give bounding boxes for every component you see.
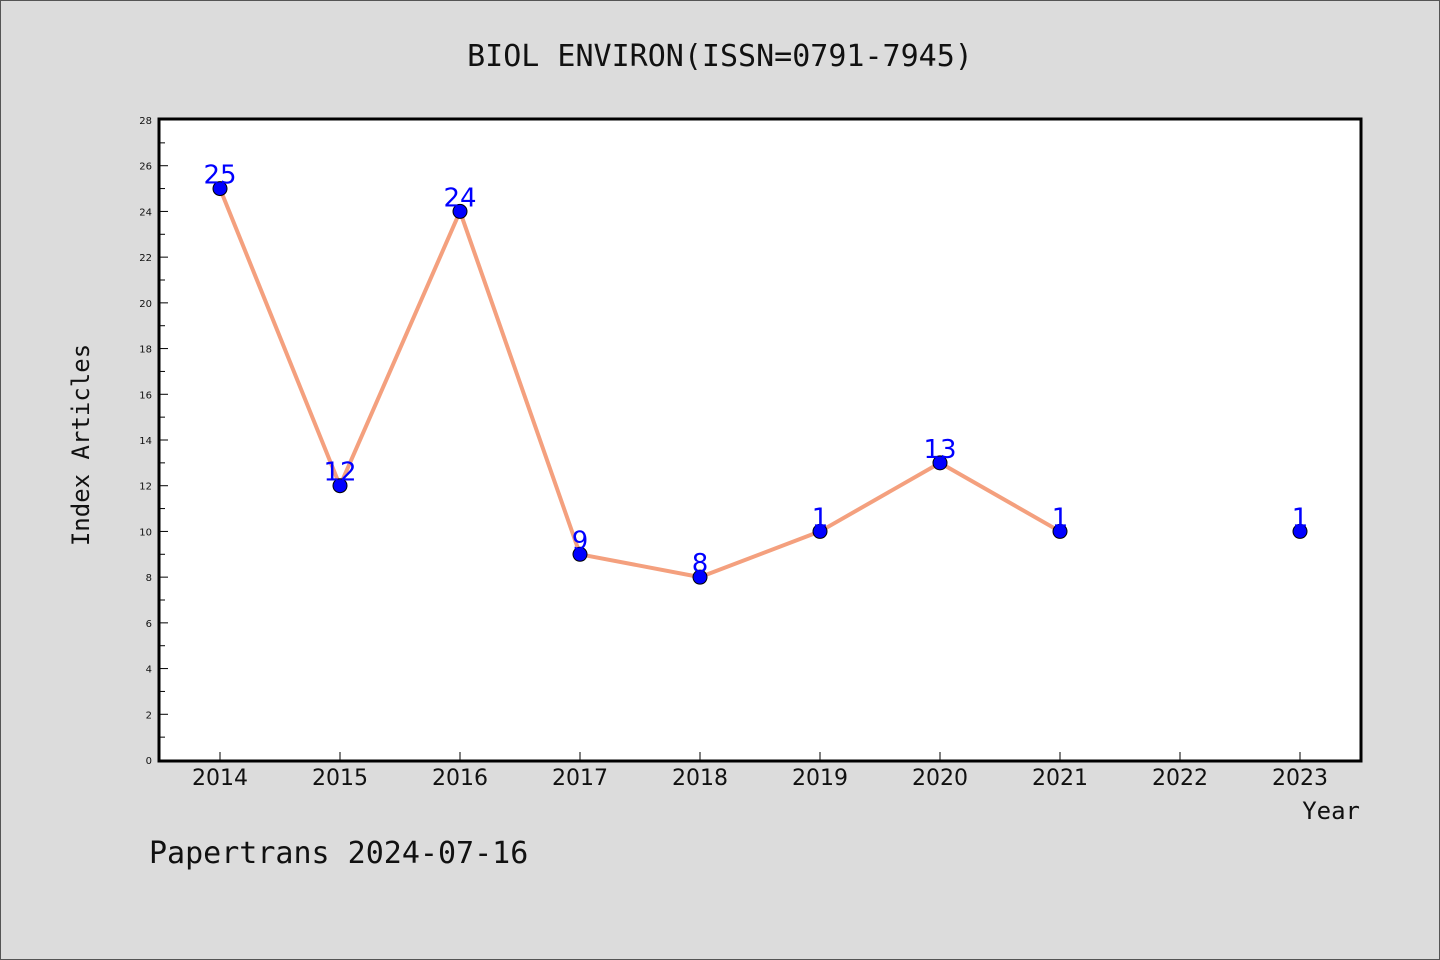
y-tick-label: 22 — [139, 253, 152, 264]
x-tick-label: 2018 — [672, 766, 728, 791]
x-tick-label: 2023 — [1272, 766, 1328, 791]
y-tick-label: 18 — [139, 345, 152, 356]
y-tick-label: 4 — [146, 665, 152, 676]
data-label: 12 — [323, 458, 356, 488]
x-tick-label: 2022 — [1152, 766, 1208, 791]
y-tick-label: 16 — [139, 390, 152, 401]
y-tick-label: 0 — [146, 756, 152, 767]
data-labels: 25 12 24 9 8 1 13 1 1 — [203, 161, 1308, 580]
y-tick-label: 26 — [139, 162, 152, 173]
x-axis-title: Year — [1302, 797, 1360, 825]
data-point — [332, 478, 348, 494]
x-tick-label: 2014 — [192, 766, 248, 791]
data-point — [1292, 523, 1308, 539]
data-label: 13 — [923, 435, 956, 465]
x-tick-label: 2017 — [552, 766, 608, 791]
y-tick-label: 20 — [139, 299, 152, 310]
x-tick-label: 2015 — [312, 766, 368, 791]
x-tick-label: 2016 — [432, 766, 488, 791]
series-line — [218, 187, 1061, 580]
data-point — [1052, 523, 1068, 539]
y-tick-label: 14 — [139, 436, 152, 447]
x-tick-label: 2020 — [912, 766, 968, 791]
data-point — [932, 455, 948, 471]
footer-text: Papertrans 2024-07-16 — [149, 836, 528, 871]
data-point — [572, 546, 588, 562]
data-label: 25 — [203, 161, 236, 191]
y-tick-label: 10 — [139, 527, 152, 538]
y-tick-label: 28 — [139, 116, 152, 127]
x-tick-label: 2019 — [792, 766, 848, 791]
chart-title: BIOL ENVIRON(ISSN=0791-7945) — [467, 39, 973, 74]
series-lines — [218, 187, 1061, 580]
data-label: 24 — [443, 183, 476, 213]
data-point — [692, 569, 708, 585]
y-tick-label: 12 — [139, 482, 152, 493]
plot-area — [157, 117, 1363, 763]
data-point — [812, 523, 828, 539]
y-tick-label: 2 — [146, 710, 152, 721]
data-point — [452, 203, 468, 219]
x-axis: 2014 2015 2016 2017 2018 2019 2020 2021 2022 2023 — [192, 752, 1328, 791]
data-label: 8 — [692, 549, 709, 579]
y-tick-label: 8 — [146, 573, 152, 584]
y-tick-label: 24 — [139, 207, 152, 218]
y-tick-label: 6 — [146, 619, 152, 630]
y-axis-title: Index Articles — [67, 344, 95, 546]
data-label: 1 — [812, 503, 829, 533]
x-tick-label: 2021 — [1032, 766, 1088, 791]
data-label: 1 — [1052, 503, 1069, 533]
data-point — [212, 181, 228, 197]
series-points — [212, 181, 1308, 585]
data-label: 9 — [572, 526, 589, 556]
data-label: 1 — [1292, 503, 1309, 533]
